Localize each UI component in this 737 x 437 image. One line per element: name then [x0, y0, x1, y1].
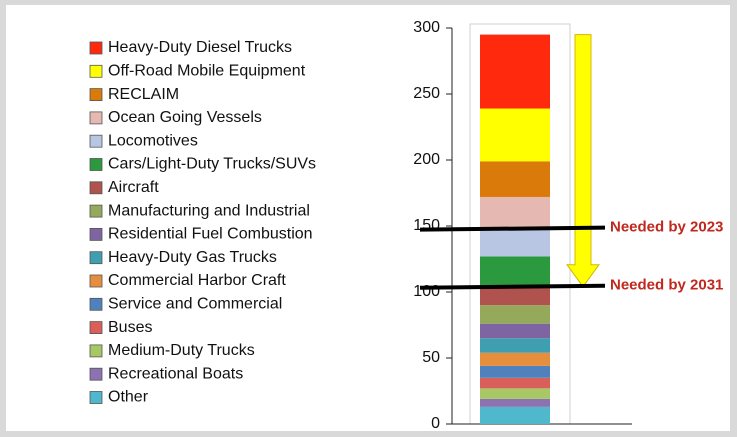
bar-segment	[480, 196, 550, 228]
bar-segment	[480, 352, 550, 366]
legend-label: Recreational Boats	[108, 365, 243, 382]
legend-swatch	[89, 41, 103, 55]
legend-swatch	[89, 344, 103, 358]
legend-swatch	[89, 251, 103, 265]
panel	[6, 5, 730, 431]
bar-segment	[480, 388, 550, 399]
bar-segment	[480, 377, 550, 389]
y-tick-label: 200	[413, 151, 440, 168]
legend-swatch	[89, 391, 103, 404]
legend-label: Service and Commercial	[108, 296, 282, 313]
legend-swatch	[89, 181, 103, 195]
target-line	[419, 225, 606, 232]
legend-swatch	[89, 274, 103, 288]
bar-segment	[480, 108, 550, 162]
legend-swatch	[89, 64, 103, 78]
target-label: Needed by 2031	[610, 277, 723, 294]
legend-label: Buses	[108, 319, 152, 336]
bar-segment	[480, 285, 550, 306]
legend-swatch	[89, 227, 103, 241]
legend-swatch	[89, 204, 103, 218]
legend-label: Ocean Going Vessels	[108, 109, 262, 126]
bar-segment	[480, 34, 550, 109]
legend-label: Medium-Duty Trucks	[108, 342, 255, 359]
legend-label: Cars/Light-Duty Trucks/SUVs	[108, 156, 316, 173]
legend-label: Manufacturing and Industrial	[108, 202, 310, 219]
bar-segment	[480, 323, 550, 339]
legend-swatch	[89, 134, 103, 148]
legend-label: Other	[108, 389, 149, 406]
bar-segment	[480, 227, 550, 257]
y-tick-label: 0	[431, 415, 440, 432]
legend-label: Commercial Harbor Craft	[108, 272, 286, 289]
legend-swatch	[89, 111, 103, 125]
bar-segment	[480, 338, 550, 353]
legend-swatch	[89, 158, 103, 171]
y-tick-label: 300	[413, 19, 440, 36]
arrow	[566, 34, 600, 288]
legend-label: RECLAIM	[108, 86, 179, 103]
legend-label: Off-Road Mobile Equipment	[108, 63, 306, 80]
bar-segment	[480, 161, 550, 197]
legend-label: Locomotives	[108, 132, 198, 149]
legend-swatch	[89, 88, 103, 101]
bar-segment	[480, 406, 550, 424]
legend-label: Heavy-Duty Diesel Trucks	[108, 39, 292, 56]
bar-segment	[480, 256, 550, 286]
y-tick-label: 150	[413, 217, 440, 234]
legend-swatch	[89, 321, 103, 335]
legend-label: Residential Fuel Combustion	[108, 226, 313, 243]
y-tick-label: 50	[422, 349, 440, 366]
y-tick-label: 250	[413, 85, 440, 102]
legend-swatch	[89, 367, 103, 381]
bar-segment	[480, 398, 550, 407]
legend-label: Aircraft	[108, 179, 159, 196]
target-line	[419, 283, 606, 290]
bar-segment	[480, 365, 550, 378]
legend-swatch	[89, 297, 103, 311]
target-label: Needed by 2023	[610, 219, 723, 236]
bar-segment	[480, 305, 550, 324]
legend-label: Heavy-Duty Gas Trucks	[108, 249, 277, 266]
